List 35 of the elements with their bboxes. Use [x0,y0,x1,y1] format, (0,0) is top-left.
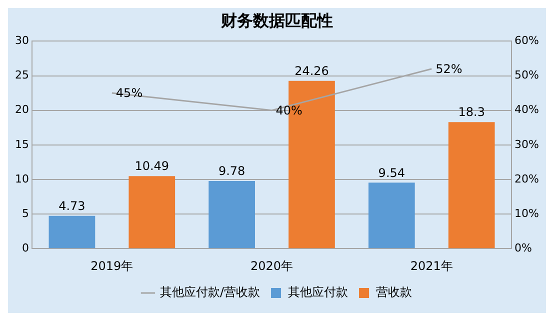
data-label: 45% [116,86,143,100]
data-label: 40% [276,103,302,118]
y-tick-label: 15 [14,138,29,151]
y2-tick-label: 20% [514,172,540,186]
data-label: 9.78 [218,164,246,178]
legend-label: 营收款 [376,285,412,300]
y2-tick-label: 60% [514,34,540,48]
y-tick-label: 0 [22,241,29,254]
data-label: 4.73 [58,199,86,214]
y2-tick-label: 30% [514,138,540,151]
data-label: 52% [436,62,462,76]
data-label: 9.54 [378,166,406,180]
legend-label: 其他应付款 [288,285,348,300]
x-tick-label: 2019年 [90,258,134,273]
y2-tick-label: 0% [514,241,532,254]
bar [128,176,176,248]
y-tick-label: 5 [22,206,29,220]
legend-label: 其他应付款/营收款 [160,285,260,300]
data-label: 24.26 [294,64,329,78]
chart-title: 财务数据匹配性 [220,10,333,30]
y-tick-label: 30 [14,34,29,48]
bar [448,122,495,248]
y2-tick-label: 10% [514,206,540,220]
y2-tick-label: 40% [514,103,540,116]
bar [368,182,415,248]
x-tick-label: 2021年 [410,258,453,273]
y2-tick-label: 50% [514,68,540,82]
x-tick-label: 2020年 [250,258,294,273]
y-tick-label: 20 [14,103,29,116]
data-label: 10.49 [134,159,170,174]
bar [48,216,96,248]
y-tick-label: 10 [14,172,29,186]
data-label: 18.3 [458,105,485,120]
y-tick-label: 25 [14,68,29,82]
bar [208,180,255,248]
